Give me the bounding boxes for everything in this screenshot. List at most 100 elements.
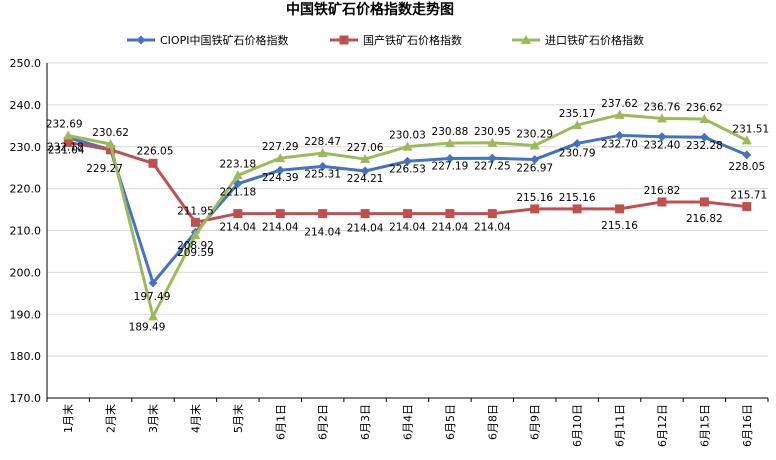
data-label: 237.62: [601, 98, 638, 110]
y-tick-label: 250.0: [10, 57, 42, 70]
data-point: [63, 130, 74, 140]
x-tick-label: 6月16日: [741, 404, 754, 447]
series-1: [63, 130, 752, 288]
data-point: [699, 132, 709, 142]
x-tick-label: 6月4日: [402, 404, 415, 440]
x-tick-label: 6月9日: [529, 404, 542, 440]
y-tick-label: 240.0: [10, 99, 42, 112]
data-label: 197.49: [134, 291, 171, 303]
x-axis: 1月末 2月末 3月末 4月末 5月末 6月1日 6月2日 6月3日 6月4日 6月5日 6月8日 6…: [46, 397, 769, 447]
data-label: 230.88: [432, 126, 469, 138]
data-point: [403, 156, 412, 166]
data-label: 208.92: [177, 240, 214, 252]
data-label: 215.16: [559, 192, 596, 204]
y-tick-label: 190.0: [10, 308, 42, 321]
data-label: 224.39: [262, 172, 299, 184]
data-point: [445, 154, 455, 164]
data-point: [148, 311, 159, 321]
legend-label: CIOPI中国铁矿石价格指数: [160, 33, 288, 47]
data-label: 214.04: [347, 223, 384, 235]
data-point: [360, 154, 371, 164]
chart-title: 中国铁矿石价格指数走势图: [286, 1, 454, 18]
data-label: 214.04: [474, 222, 511, 234]
data-label: 227.25: [474, 160, 511, 172]
legend-item: CIOPI中国铁矿石价格指数: [127, 33, 288, 47]
data-point: [232, 170, 243, 180]
data-point: [487, 137, 498, 147]
y-tick-label: 230.0: [10, 141, 42, 154]
data-label: 232.70: [601, 138, 638, 150]
data-label: 214.04: [219, 222, 256, 234]
data-point: [572, 204, 582, 214]
series-3: [63, 109, 752, 321]
data-point: [360, 209, 370, 219]
data-label: 230.95: [474, 126, 511, 138]
data-point: [105, 139, 116, 149]
y-axis: 170.0 180.0 190.0 200.0 210.0 220.0 230.0 240.0…: [10, 57, 48, 405]
data-point: [233, 209, 243, 219]
legend-item: 进口铁矿石价格指数: [512, 33, 644, 47]
data-label: 221.18: [219, 187, 256, 199]
data-point: [318, 209, 328, 219]
data-point: [530, 204, 540, 214]
data-point: [657, 132, 667, 142]
data-label: 230.79: [559, 147, 596, 159]
data-label: 227.19: [432, 161, 469, 173]
data-label: 216.82: [644, 185, 681, 197]
data-label: 232.28: [686, 140, 723, 152]
data-label: 214.04: [432, 222, 469, 234]
data-label: 224.21: [347, 173, 384, 185]
data-label: 235.17: [559, 108, 596, 120]
data-label: 230.29: [516, 129, 553, 141]
data-point: [148, 278, 158, 288]
legend-label: 国产铁矿石价格指数: [363, 33, 462, 47]
data-point: [190, 217, 200, 227]
data-point: [615, 130, 625, 140]
y-tick-label: 210.0: [10, 225, 42, 238]
data-label: 227.06: [347, 142, 384, 154]
x-tick-label: 6月10日: [571, 404, 584, 447]
data-point: [402, 141, 413, 151]
x-tick-label: 6月8日: [486, 404, 499, 440]
x-tick-label: 5月末: [231, 404, 245, 433]
data-label: 230.03: [389, 130, 426, 142]
data-label: 223.18: [219, 158, 256, 170]
data-label: 226.53: [389, 163, 426, 175]
data-point: [403, 209, 412, 219]
data-label: 231.51: [732, 123, 769, 135]
x-tick-label: 6月11日: [614, 404, 627, 447]
data-label: 226.05: [137, 145, 174, 157]
data-point: [275, 209, 285, 219]
data-point: [445, 209, 455, 219]
data-label: 226.97: [516, 162, 553, 174]
data-label: 215.71: [730, 190, 767, 202]
y-tick-label: 170.0: [10, 392, 42, 405]
data-label: 228.05: [728, 161, 765, 173]
data-point: [615, 204, 625, 214]
data-label: 215.16: [601, 220, 638, 232]
data-label: 231.04: [48, 144, 85, 156]
data-point: [148, 158, 158, 168]
data-point: [275, 153, 286, 163]
legend: CIOPI中国铁矿石价格指数 国产铁矿石价格指数 进口铁矿石价格指数: [127, 33, 644, 47]
x-tick-label: 6月2日: [317, 404, 330, 440]
data-point: [657, 197, 667, 207]
x-tick-label: 6月3日: [359, 404, 372, 440]
data-label: 214.04: [262, 222, 299, 234]
data-label: 230.62: [92, 127, 129, 139]
data-point: [614, 109, 625, 119]
x-tick-label: 1月末: [61, 404, 75, 433]
data-label: 236.76: [644, 101, 681, 113]
legend-item: 国产铁矿石价格指数: [330, 33, 462, 47]
x-tick-label: 6月12日: [656, 404, 669, 447]
data-point: [572, 138, 582, 148]
data-point: [741, 135, 752, 145]
data-point: [699, 197, 709, 207]
x-tick-label: 6月5日: [444, 404, 457, 440]
data-label: 232.18: [47, 142, 84, 154]
x-tick-label: 6月1日: [274, 404, 287, 440]
data-point: [572, 120, 583, 130]
data-point: [529, 140, 540, 150]
data-point: [318, 161, 328, 171]
